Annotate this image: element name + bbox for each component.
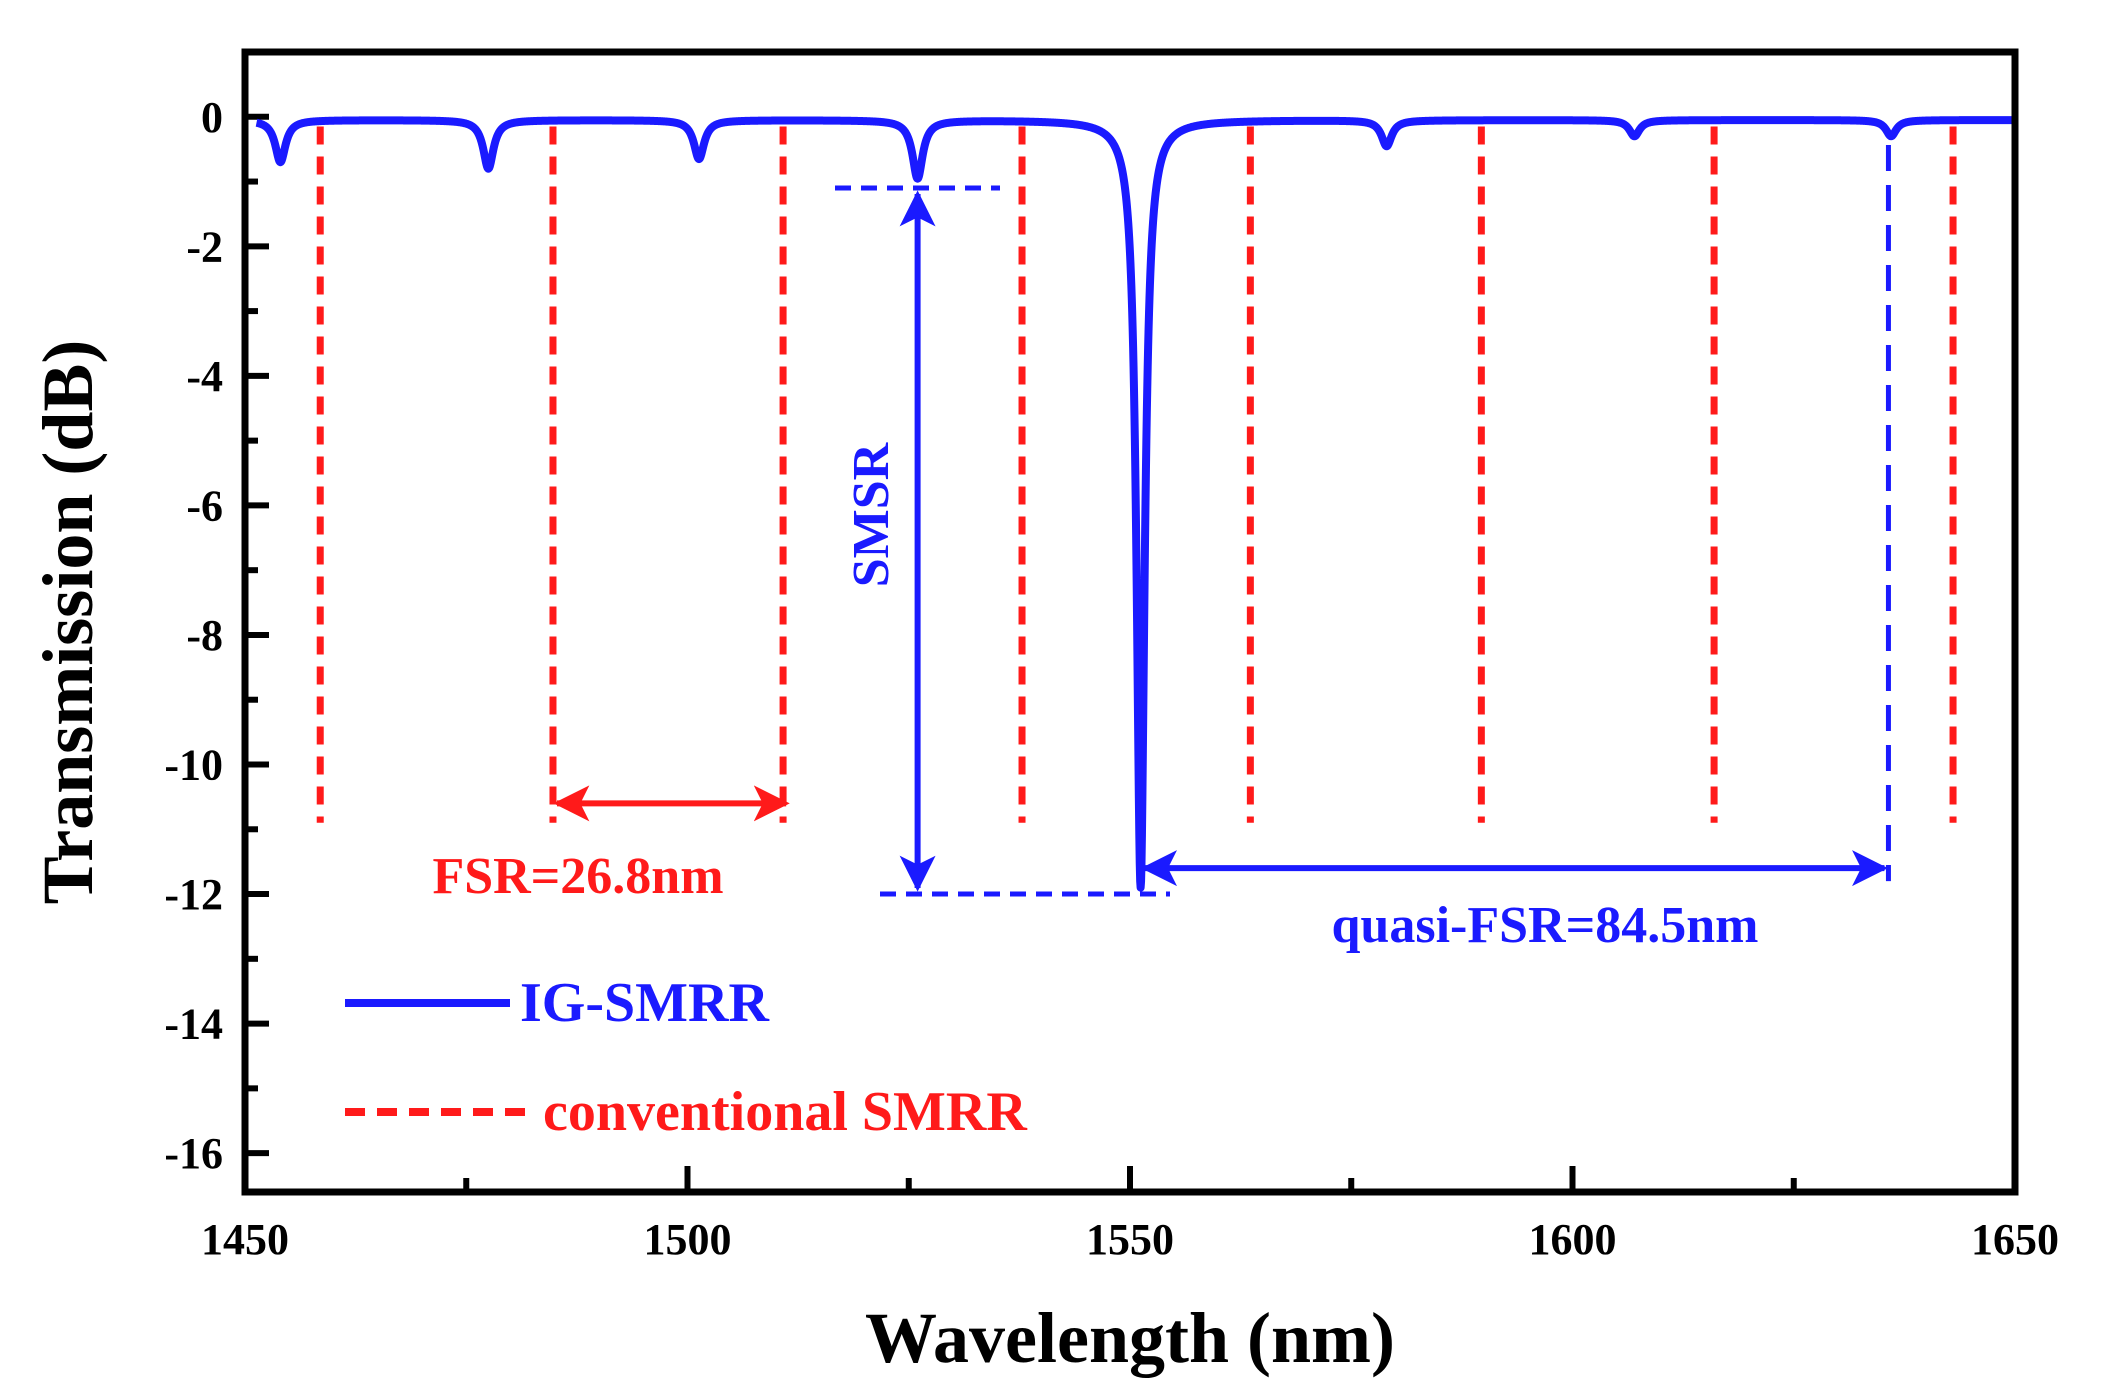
y-axis-title: Transmission (dB): [28, 340, 108, 905]
x-tick-label: 1600: [1529, 1215, 1617, 1264]
y-tick-label: -16: [164, 1129, 223, 1178]
y-tick-label: -6: [186, 481, 223, 530]
x-tick-label: 1450: [201, 1215, 289, 1264]
y-tick-label: 0: [201, 93, 223, 142]
legend: IG-SMRR conventional SMRR: [345, 972, 1027, 1143]
x-axis-title: Wavelength (nm): [865, 1298, 1395, 1378]
y-tick-label: -12: [164, 870, 223, 919]
y-tick-label: -2: [186, 222, 223, 271]
legend-ig-smrr-label: IG-SMRR: [520, 972, 769, 1034]
smsr-label: SMSR: [843, 441, 900, 587]
y-tick-label: -10: [164, 741, 223, 790]
y-tick-label: -4: [186, 352, 223, 401]
ig-smrr-line: [252, 116, 2019, 892]
y-tick-label: -14: [164, 1000, 223, 1049]
fsr-label: FSR=26.8nm: [432, 848, 723, 905]
quasi-fsr-label: quasi-FSR=84.5nm: [1332, 897, 1759, 954]
legend-conventional-label: conventional SMRR: [543, 1081, 1027, 1143]
annotations: FSR=26.8nm SMSR quasi-FSR=84.5nm: [432, 145, 1891, 954]
x-tick-label: 1500: [644, 1215, 732, 1264]
conventional-smrr-series: [316, 126, 1957, 823]
plot-frame: [241, 48, 2019, 1196]
x-tick-label: 1550: [1086, 1215, 1174, 1264]
y-axis-ticks: 0 -2 -4 -6 -8 -10 -12 -14 -16: [164, 93, 269, 1178]
x-tick-label: 1650: [1971, 1215, 2059, 1264]
y-tick-label: -8: [186, 611, 223, 660]
ig-smrr-series: [252, 116, 2019, 892]
x-axis-ticks: 1450 1500 1550 1600 1650: [201, 1166, 2059, 1264]
